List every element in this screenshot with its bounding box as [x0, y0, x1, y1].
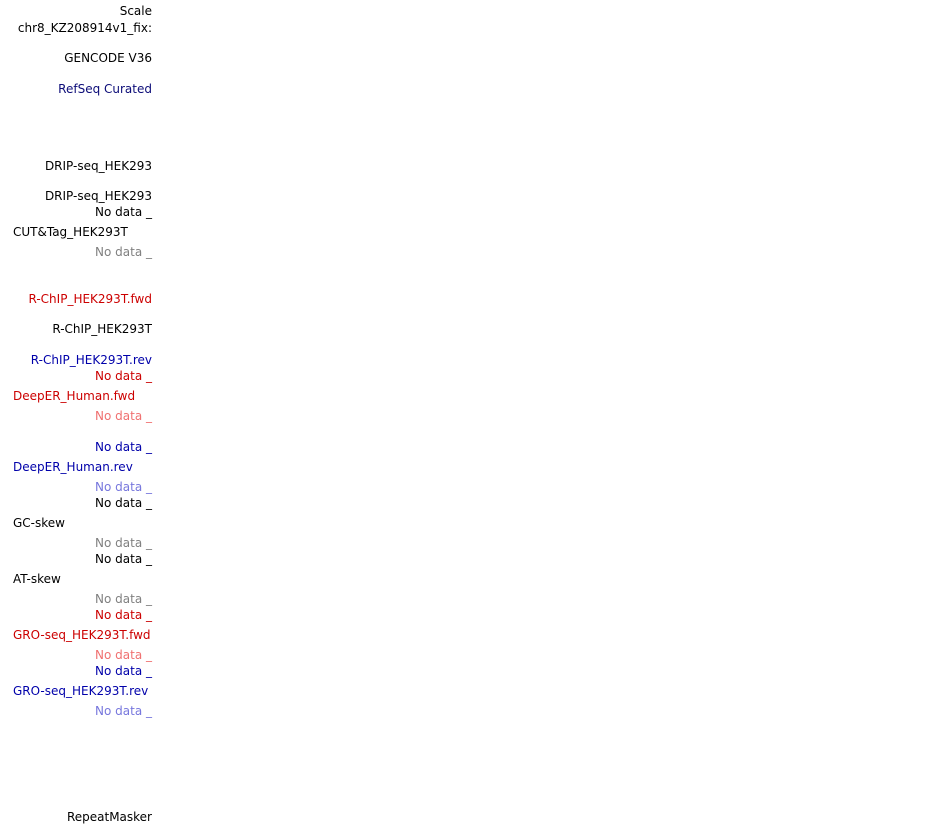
no-data-label: No data _: [95, 409, 152, 423]
no-data-label: No data _: [95, 608, 152, 622]
track-label-refseq[interactable]: RefSeq Curated: [58, 82, 152, 96]
no-data-label: No data _: [95, 664, 152, 678]
track-label-gc-skew[interactable]: GC-skew: [13, 516, 65, 530]
track-label-gro-seq-fwd[interactable]: GRO-seq_HEK293T.fwd: [13, 628, 151, 642]
no-data-label: No data _: [95, 480, 152, 494]
track-label-gencode[interactable]: GENCODE V36: [64, 51, 152, 65]
track-label-gro-seq-rev[interactable]: GRO-seq_HEK293T.rev: [13, 684, 149, 698]
no-data-label: No data _: [95, 592, 152, 606]
track-label-r-chip-rev[interactable]: R-ChIP_HEK293T.rev: [30, 353, 152, 367]
track-label-deeper-fwd[interactable]: DeepER_Human.fwd: [13, 389, 136, 403]
no-data-label: No data _: [95, 205, 152, 219]
track-label-cut-tag[interactable]: CUT&Tag_HEK293T: [13, 225, 128, 239]
track-label-r-chip[interactable]: R-ChIP_HEK293T: [52, 322, 152, 336]
track-label-drip-seq-1[interactable]: DRIP-seq_HEK293: [44, 159, 152, 173]
no-data-label: No data _: [95, 536, 152, 550]
track-display-area[interactable]: [152, 0, 950, 825]
track-label-repeatmasker[interactable]: RepeatMasker: [66, 810, 152, 824]
chrom-label: chr8_KZ208914v1_fix:: [17, 21, 152, 35]
track-label-drip-seq-2[interactable]: DRIP-seq_HEK293: [44, 189, 152, 203]
track-label-r-chip-fwd[interactable]: R-ChIP_HEK293T.fwd: [28, 292, 153, 306]
no-data-label: No data _: [95, 440, 152, 454]
no-data-label: No data _: [95, 245, 152, 259]
no-data-label: No data _: [95, 369, 152, 383]
track-label-at-skew[interactable]: AT-skew: [13, 572, 61, 586]
track-label-deeper-rev[interactable]: DeepER_Human.rev: [13, 460, 133, 474]
no-data-label: No data _: [95, 648, 152, 662]
no-data-label: No data _: [95, 552, 152, 566]
no-data-label: No data _: [95, 704, 152, 718]
scale-label: Scale: [119, 4, 152, 18]
no-data-label: No data _: [95, 496, 152, 510]
